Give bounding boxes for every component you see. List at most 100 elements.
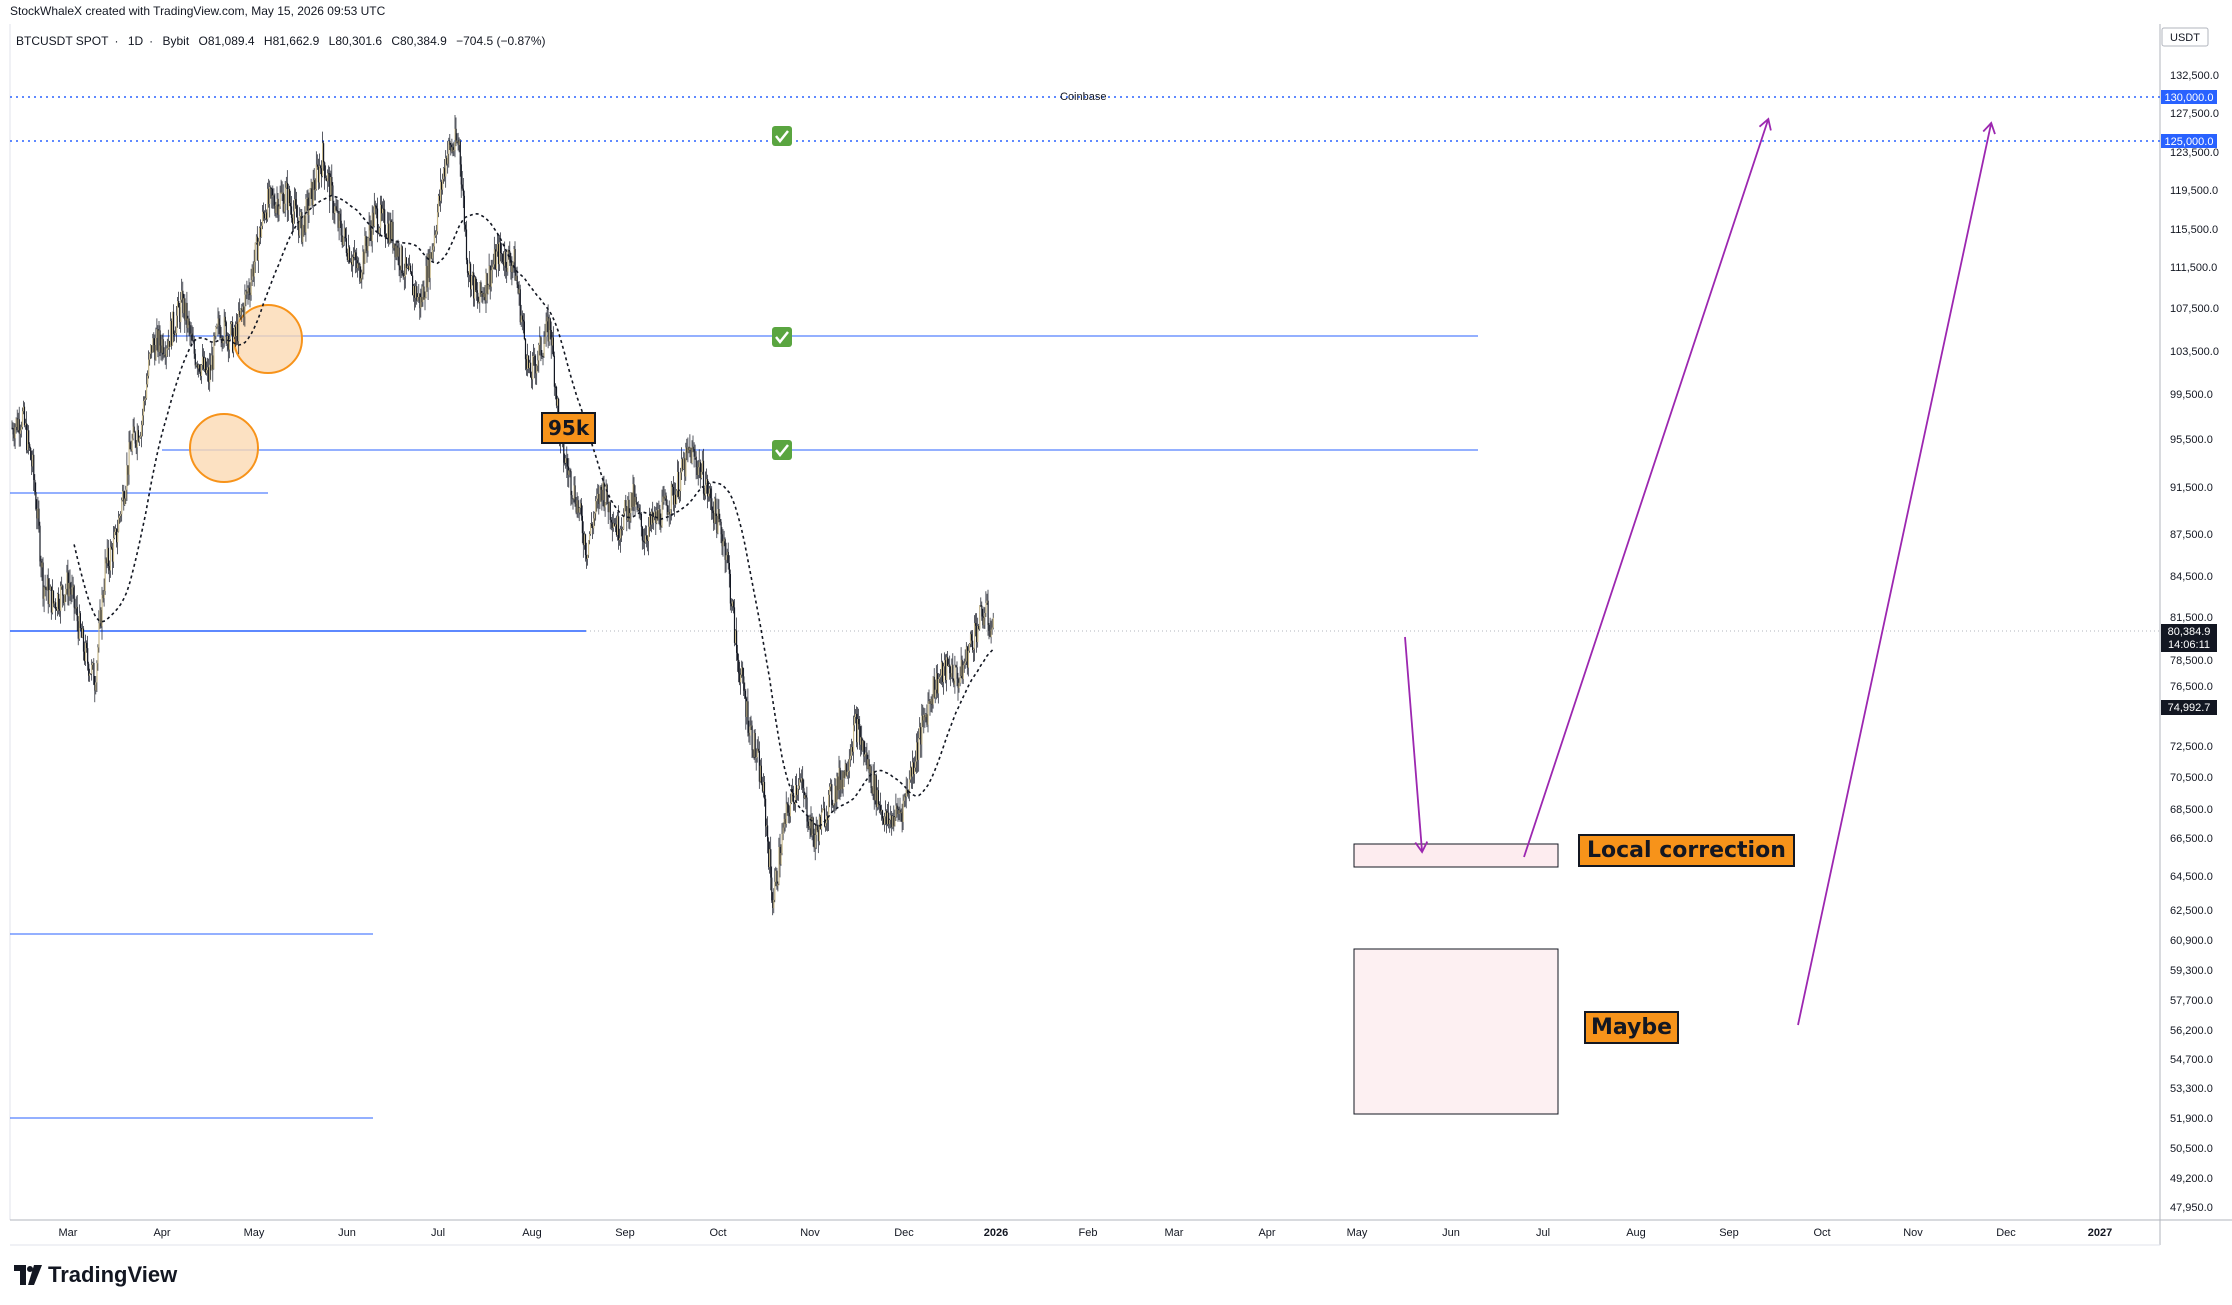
candle-body — [847, 770, 849, 772]
local-correction-label[interactable]: Local correction — [1578, 834, 1795, 867]
candle-body — [454, 128, 456, 150]
candle-body — [602, 482, 604, 501]
candle-body — [864, 754, 866, 757]
candle-body — [642, 540, 644, 542]
candle-body — [329, 173, 331, 201]
candle-body — [552, 337, 554, 356]
maybe-zone[interactable] — [1353, 948, 1559, 1115]
candle-body — [370, 230, 372, 242]
projection-arrows[interactable] — [1404, 117, 1996, 1026]
candle-body — [102, 594, 104, 599]
candle-body — [159, 330, 161, 346]
candle-body — [824, 808, 826, 827]
candle-body — [480, 282, 482, 295]
candle-body — [984, 613, 986, 618]
candle-body — [445, 157, 447, 177]
candle-body — [540, 337, 542, 356]
candle-body — [832, 805, 834, 807]
candle-body — [42, 562, 44, 599]
candle-body — [78, 613, 80, 639]
candle-body — [82, 628, 85, 652]
candle-body — [549, 318, 551, 330]
candle-body — [688, 447, 690, 450]
candle-body — [665, 495, 667, 506]
candle-body — [483, 293, 485, 298]
candle-body — [20, 427, 22, 431]
candle-body — [523, 321, 525, 339]
candle-body — [265, 212, 267, 219]
candle-body — [689, 447, 691, 451]
candle-body — [296, 205, 298, 218]
candle-body — [707, 479, 709, 497]
candle-body — [614, 524, 617, 527]
candle-body — [685, 447, 687, 477]
level-95k-label[interactable]: 95k — [541, 412, 597, 444]
candle-body — [770, 849, 772, 878]
price-axis[interactable]: USDT 132,500.0 127,500.0 123,500.0 119,500.… — [2161, 27, 2219, 1214]
candle-body — [132, 426, 134, 439]
candle-body — [935, 673, 937, 690]
candle-body — [684, 458, 686, 477]
candle-body — [515, 275, 517, 281]
candle-body — [639, 513, 641, 515]
candle-body — [492, 264, 494, 268]
candle-body — [158, 330, 160, 352]
time-axis[interactable]: Mar Apr May Jun Jul Aug Sep Oct Nov Dec 2026 Feb Mar… — [59, 1227, 2113, 1239]
candle-body — [198, 364, 200, 372]
candle-body — [307, 197, 309, 215]
symbol-interval[interactable]: 1D — [127, 34, 144, 48]
candle-body — [601, 489, 603, 501]
candle-body — [820, 812, 823, 830]
candle-body — [530, 362, 532, 378]
candle-body — [283, 203, 285, 212]
candle-body — [469, 263, 471, 275]
candle-body — [531, 377, 533, 380]
candle-body — [881, 810, 884, 819]
candle-body — [696, 467, 698, 475]
horizontal-levels[interactable] — [10, 96, 2160, 1119]
time-tick-label: Apr — [153, 1227, 170, 1239]
candle-body — [429, 252, 431, 278]
candle-body — [245, 291, 247, 295]
candle-body — [64, 594, 66, 603]
tag-130k: 130,000.0 — [2161, 90, 2217, 104]
candle-body — [622, 529, 624, 531]
candle-body — [815, 824, 817, 835]
candle-body — [828, 794, 830, 820]
candle-body — [184, 298, 186, 321]
maybe-label[interactable]: Maybe — [1584, 1011, 1680, 1044]
time-tick-label: Aug — [1626, 1227, 1646, 1239]
candle-body — [618, 516, 620, 540]
candle-body — [896, 805, 898, 809]
candle-body — [36, 508, 38, 519]
candle-body — [818, 816, 820, 842]
highlight-circle[interactable] — [189, 413, 259, 483]
candle-body — [364, 235, 366, 264]
time-tick-label: Aug — [522, 1227, 542, 1239]
candle-body — [588, 540, 590, 556]
candle-body — [948, 664, 950, 666]
candle-body — [335, 206, 337, 210]
candle-body — [954, 665, 956, 685]
candle-body — [940, 662, 943, 676]
candle-body — [57, 593, 59, 611]
candle-body — [835, 785, 837, 802]
candle-body — [312, 180, 314, 206]
correction-arrow — [1404, 636, 1429, 854]
candle-body — [186, 302, 188, 328]
candle-body — [165, 348, 167, 357]
candle-body — [543, 343, 545, 357]
price-tick-label: 81,500.0 — [2170, 612, 2213, 624]
candle-body — [908, 779, 910, 795]
local-correction-zone[interactable] — [1353, 843, 1559, 868]
candle-body — [247, 287, 249, 294]
symbol-name[interactable]: BTCUSDT SPOT — [16, 34, 109, 48]
tradingview-logo[interactable]: TradingView — [14, 1262, 177, 1288]
candle-body — [597, 493, 599, 499]
candle-body — [326, 178, 328, 182]
candle-body — [829, 786, 831, 795]
candle-body — [302, 225, 304, 243]
candle-body — [382, 208, 384, 214]
candle-body — [475, 277, 477, 291]
